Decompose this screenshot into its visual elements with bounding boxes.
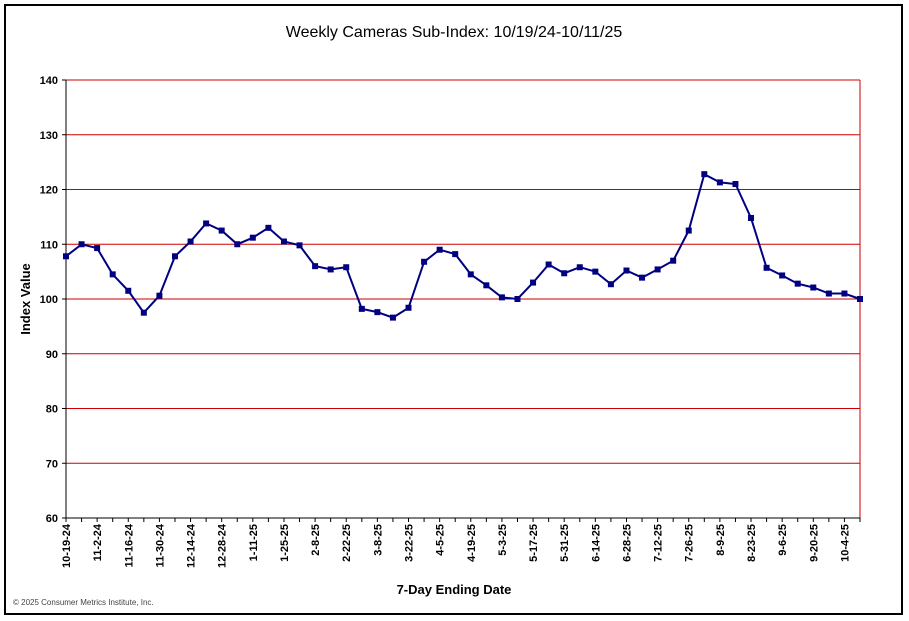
- y-tick-label-110: 110: [40, 239, 58, 251]
- x-tick-label-8-9-25: 8-9-25: [715, 524, 727, 556]
- data-point-5: [140, 309, 147, 316]
- y-tick-label-90: 90: [46, 349, 58, 361]
- chart-frame: [4, 4, 903, 615]
- data-point-38: [654, 266, 661, 273]
- x-tick-label-6-28-25: 6-28-25: [621, 524, 633, 562]
- data-point-14: [280, 238, 287, 245]
- x-tick-label-7-12-25: 7-12-25: [653, 524, 665, 562]
- data-point-10: [218, 227, 225, 234]
- x-tick-label-4-19-25: 4-19-25: [466, 524, 478, 562]
- data-point-32: [561, 270, 568, 277]
- x-tick-label-5-17-25: 5-17-25: [528, 524, 540, 562]
- data-point-26: [467, 271, 474, 278]
- x-tick-label-10-19-24: 10-19-24: [61, 523, 73, 568]
- data-point-19: [358, 305, 365, 312]
- y-axis-ticks: 60 70 80 90 100 110 120 130 140: [40, 75, 58, 525]
- data-point-39: [670, 257, 677, 264]
- x-axis-ticks: 10-19-24 11-2-24 11-16-24 11-30-24 12-14-24 1…: [61, 518, 861, 568]
- data-point-34: [592, 268, 599, 275]
- data-point-49: [825, 290, 832, 297]
- data-point-47: [794, 280, 801, 287]
- y-axis-label: Index Value: [18, 263, 33, 335]
- x-tick-label-1-25-25: 1-25-25: [279, 524, 291, 562]
- data-point-11: [234, 241, 241, 248]
- data-point-20: [374, 309, 381, 316]
- data-point-9: [203, 220, 210, 227]
- data-point-51: [857, 296, 863, 302]
- x-tick-label-2-8-25: 2-8-25: [310, 524, 322, 556]
- x-tick-label-6-14-25: 6-14-25: [590, 524, 602, 562]
- data-point-33: [576, 264, 583, 271]
- x-tick-label-8-23-25: 8-23-25: [746, 524, 758, 562]
- data-point-43: [732, 181, 739, 188]
- data-point-7: [171, 253, 178, 260]
- series-layer: [63, 171, 863, 321]
- data-point-6: [156, 292, 163, 299]
- data-point-25: [452, 251, 459, 258]
- data-point-16: [312, 263, 319, 270]
- y-tick-label-70: 70: [46, 458, 58, 470]
- x-tick-label-11-30-24: 11-30-24: [154, 523, 166, 567]
- x-tick-label-10-4-25: 10-4-25: [839, 524, 851, 562]
- x-tick-label-5-31-25: 5-31-25: [559, 524, 571, 562]
- x-tick-label-3-8-25: 3-8-25: [372, 524, 384, 556]
- y-tick-label-120: 120: [40, 185, 58, 197]
- data-point-18: [343, 264, 350, 271]
- data-point-44: [748, 214, 755, 221]
- data-point-2: [94, 245, 101, 252]
- chart-title: Weekly Cameras Sub-Index: 10/19/24-10/11…: [286, 24, 623, 41]
- x-tick-label-9-6-25: 9-6-25: [777, 524, 789, 556]
- data-point-36: [623, 267, 630, 274]
- x-tick-label-11-2-24: 11-2-24: [92, 523, 104, 561]
- x-tick-label-1-11-25: 1-11-25: [248, 524, 260, 561]
- grid-layer: [62, 79, 861, 519]
- y-tick-label-80: 80: [46, 404, 58, 416]
- x-tick-label-12-28-24: 12-28-24: [217, 523, 229, 568]
- data-point-27: [483, 282, 490, 289]
- data-point-15: [296, 242, 303, 249]
- copyright-notice: © 2025 Consumer Metrics Institute, Inc.: [13, 598, 154, 607]
- data-point-31: [545, 261, 552, 268]
- x-tick-label-2-22-25: 2-22-25: [341, 524, 353, 562]
- data-point-0: [63, 253, 69, 260]
- y-tick-label-130: 130: [40, 130, 58, 142]
- data-point-1: [78, 241, 85, 248]
- data-point-37: [639, 274, 646, 281]
- data-point-50: [841, 290, 848, 297]
- data-point-22: [405, 304, 412, 311]
- data-point-46: [779, 272, 786, 279]
- series-line: [65, 172, 861, 319]
- x-tick-label-9-20-25: 9-20-25: [808, 524, 820, 562]
- data-point-21: [389, 314, 396, 321]
- data-point-24: [436, 246, 443, 253]
- data-point-23: [421, 258, 428, 265]
- data-point-3: [109, 271, 116, 278]
- x-tick-label-7-26-25: 7-26-25: [684, 524, 696, 562]
- data-point-29: [514, 296, 521, 302]
- data-point-45: [763, 264, 770, 271]
- data-point-30: [530, 279, 537, 286]
- data-point-13: [265, 224, 272, 231]
- data-point-41: [701, 171, 708, 178]
- y-tick-label-140: 140: [40, 75, 58, 87]
- data-point-4: [125, 287, 132, 294]
- x-tick-label-5-3-25: 5-3-25: [497, 524, 509, 556]
- x-tick-label-11-16-24: 11-16-24: [123, 523, 135, 567]
- y-tick-label-60: 60: [46, 513, 58, 525]
- data-point-42: [716, 179, 723, 186]
- data-point-40: [685, 227, 692, 234]
- x-tick-label-4-5-25: 4-5-25: [435, 524, 447, 556]
- data-point-28: [498, 294, 505, 301]
- x-tick-label-3-22-25: 3-22-25: [404, 524, 416, 562]
- data-point-17: [327, 266, 334, 273]
- data-point-48: [810, 284, 817, 291]
- data-point-8: [187, 238, 194, 245]
- x-axis-label: 7-Day Ending Date: [397, 582, 512, 597]
- data-point-12: [249, 234, 256, 241]
- y-tick-label-100: 100: [40, 294, 58, 306]
- data-point-35: [607, 281, 614, 288]
- x-tick-label-12-14-24: 12-14-24: [186, 523, 198, 568]
